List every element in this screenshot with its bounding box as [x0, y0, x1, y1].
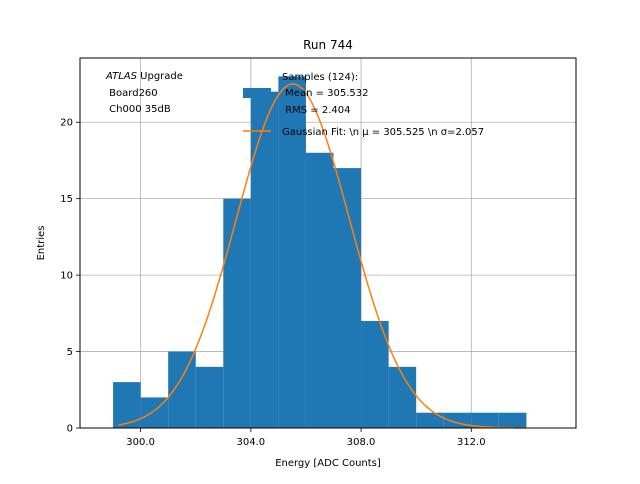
atlas-label: ATLAS Upgrade [105, 71, 183, 82]
board-label: Board260 [106, 88, 158, 99]
histogram-bar-13 [471, 412, 499, 428]
histogram-bar-6 [278, 76, 306, 428]
x-tick-label-1: 304.0 [237, 437, 266, 448]
plot-frame [79, 57, 577, 429]
gaussian-fit-curve [118, 83, 527, 429]
atlas-upgrade-text: Upgrade [137, 71, 183, 82]
gaussian-fit [118, 83, 527, 429]
histogram-bar-14 [498, 412, 527, 428]
histogram-bar-11 [416, 412, 444, 428]
legend-samples-line3: RMS = 2.404 [282, 105, 350, 116]
x-tick-label-3: 312.0 [457, 437, 486, 448]
histogram-bar-10 [388, 366, 417, 428]
legend: Samples (124): Mean = 305.532 RMS = 2.40… [243, 72, 484, 138]
legend-fit-label: Gaussian Fit: \n μ = 305.525 \n σ=2.057 [282, 127, 484, 138]
histogram-bar-3 [195, 366, 224, 428]
y-axis-label: Entries [36, 226, 47, 261]
atlas-annotation: ATLAS Upgrade Board260 Ch000 35dB [105, 71, 183, 115]
y-tick-label-1: 5 [67, 347, 73, 358]
legend-patch-samples [243, 88, 271, 98]
x-tick-label-0: 300.0 [126, 437, 155, 448]
y-tick-label-3: 15 [60, 194, 73, 205]
histogram-bar-5 [250, 91, 279, 429]
x-axis: 300.0 304.0 308.0 312.0 [126, 428, 486, 448]
y-axis: 0 5 10 15 20 [60, 118, 80, 435]
y-tick-label-0: 0 [67, 424, 73, 435]
histogram-bar-7 [305, 152, 334, 428]
y-tick-label-2: 10 [60, 271, 73, 282]
legend-samples-line1: Samples (124): [282, 72, 358, 83]
histogram-bar-2 [168, 351, 196, 428]
channel-label: Ch000 35dB [106, 104, 171, 115]
histogram-bars [113, 76, 527, 429]
x-tick-label-2: 308.0 [347, 437, 376, 448]
x-axis-label: Energy [ADC Counts] [275, 458, 381, 469]
histogram-bar-4 [223, 198, 251, 428]
y-tick-label-4: 20 [60, 118, 73, 129]
histogram-bar-8 [333, 168, 362, 428]
chart-title: Run 744 [303, 38, 353, 52]
histogram-bar-9 [361, 320, 389, 428]
atlas-italic-text: ATLAS [105, 71, 138, 82]
legend-samples-line2: Mean = 305.532 [282, 88, 369, 99]
